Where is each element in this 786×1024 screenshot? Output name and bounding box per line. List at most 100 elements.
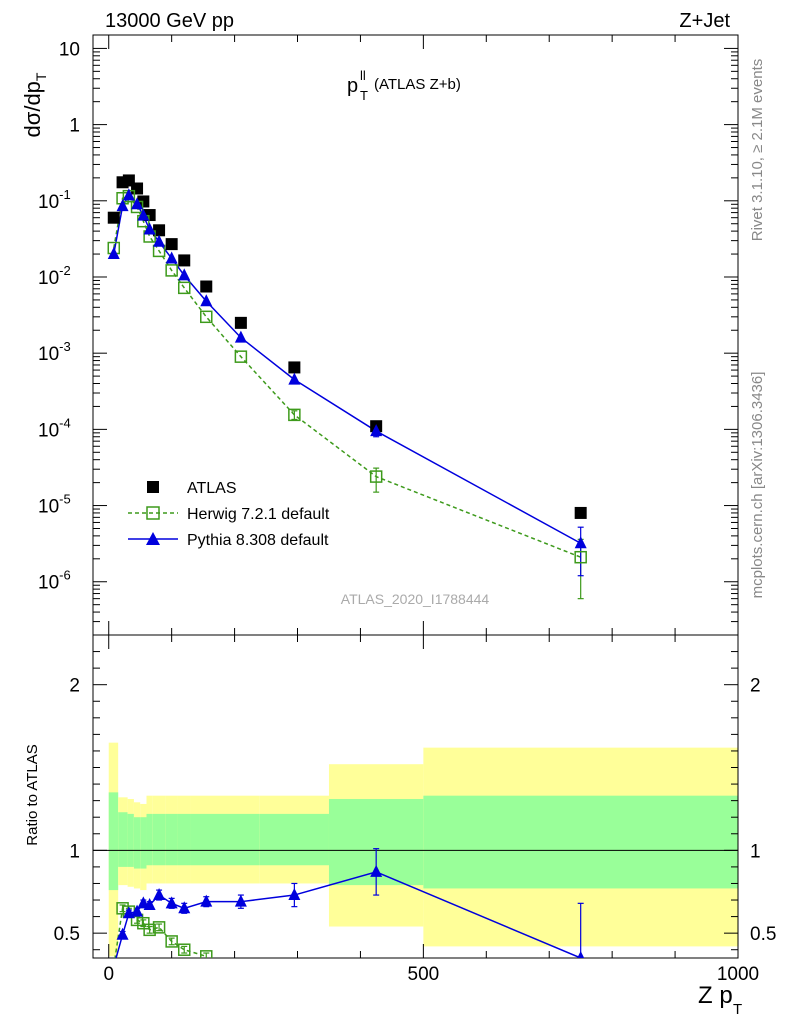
legend-atlas-marker bbox=[147, 481, 159, 493]
ratio-band-inner bbox=[152, 813, 166, 866]
watermark: ATLAS_2020_I1788444 bbox=[341, 591, 490, 607]
ratio-band-inner bbox=[190, 813, 222, 866]
ratio-xtick-label: 500 bbox=[408, 964, 440, 985]
ratio-series-group bbox=[114, 848, 585, 958]
legend-herwig-label: Herwig 7.2.1 default bbox=[187, 506, 330, 523]
ratio-pythia-point bbox=[288, 888, 301, 901]
ratio-band-inner bbox=[146, 813, 153, 866]
plot-title-rest: (ATLAS Z+b) bbox=[374, 76, 461, 93]
main-ytick-label: 10 bbox=[59, 39, 80, 60]
ratio-xtick-label: 1000 bbox=[717, 964, 759, 985]
ratio-herwig-point bbox=[143, 923, 156, 937]
atlas-point bbox=[288, 361, 301, 374]
main-ytick-label: 10-1 bbox=[38, 187, 71, 213]
main-plot: 10-6 10-5 10-4 10-3 10-2 10-1 1 10 bbox=[38, 34, 739, 636]
ratio-herwig-line bbox=[114, 907, 207, 958]
ratio-pythia-point bbox=[370, 864, 383, 877]
ratio-band-inner bbox=[222, 813, 260, 866]
rivet-label: Rivet 3.1.10, ≥ 2.1M events bbox=[749, 59, 766, 242]
herwig-point bbox=[177, 281, 191, 295]
ratio-pythia-point bbox=[116, 927, 129, 940]
ratio-herwig-point bbox=[137, 916, 150, 930]
herwig-point bbox=[234, 350, 248, 363]
x-axis-title: Z p T bbox=[698, 982, 742, 1018]
ratio-band-inner bbox=[423, 795, 738, 889]
herwig-point bbox=[152, 244, 166, 258]
ratio-ytick-label-right: 0.5 bbox=[750, 924, 776, 945]
ratio-pythia-point bbox=[178, 901, 191, 914]
main-ytick-label: 1 bbox=[69, 116, 80, 137]
ratio-band-inner bbox=[177, 813, 191, 866]
pythia-point bbox=[234, 330, 247, 343]
main-ytick-label: 10-4 bbox=[38, 415, 71, 441]
pythia-point bbox=[288, 372, 301, 385]
plot-title-sup: ll bbox=[360, 68, 366, 83]
main-ytick-label: 10-3 bbox=[38, 339, 71, 365]
main-ylabel: dσ/dpT bbox=[20, 72, 49, 137]
ratio-herwig-point bbox=[200, 950, 213, 958]
atlas-point bbox=[234, 316, 247, 329]
plot-title-sub: T bbox=[360, 88, 368, 103]
ratio-band-inner bbox=[140, 817, 147, 869]
ratio-pythia-point bbox=[165, 896, 178, 909]
ratio-band-inner bbox=[118, 812, 128, 867]
pythia-point bbox=[370, 424, 383, 437]
ratio-pythia-point bbox=[131, 904, 144, 917]
herwig-point bbox=[369, 470, 383, 483]
pythia-point bbox=[153, 234, 166, 247]
pythia-line bbox=[113, 194, 582, 544]
process-label: Z+Jet bbox=[679, 10, 730, 32]
pythia-point bbox=[116, 199, 129, 212]
pythia-point bbox=[165, 251, 178, 264]
mcplots-label: mcplots.cern.ch [arXiv:1306.3436] bbox=[749, 372, 766, 599]
pythia-point bbox=[143, 222, 156, 235]
main-ytick-label: 10-6 bbox=[38, 568, 71, 594]
ratio-pythia-point bbox=[153, 888, 166, 901]
ratio-pythia-point bbox=[200, 894, 213, 907]
ratio-pythia-point bbox=[234, 894, 247, 907]
ratio-band-inner bbox=[165, 813, 178, 866]
ratio-band-inner bbox=[108, 792, 119, 891]
ratio-frame bbox=[92, 634, 739, 959]
herwig-point bbox=[574, 550, 587, 564]
ratio-herwig-point bbox=[177, 943, 191, 956]
ratio-band-inner bbox=[133, 817, 141, 869]
legend-herwig-marker bbox=[146, 506, 160, 520]
ratio-ytick-label: 1 bbox=[69, 841, 80, 862]
legend-pythia-marker bbox=[146, 532, 160, 545]
atlas-point bbox=[153, 224, 166, 237]
pythia-point bbox=[137, 208, 150, 221]
ratio-pythia-point bbox=[577, 951, 585, 958]
pythia-point bbox=[131, 197, 144, 210]
svg-text:Z p: Z p bbox=[698, 982, 733, 1009]
herwig-point bbox=[288, 408, 301, 422]
legend-atlas-label: ATLAS bbox=[187, 480, 237, 497]
plot-title-main: p bbox=[347, 75, 358, 97]
ratio-pythia-point bbox=[143, 897, 156, 910]
legend: ATLAS Herwig 7.2.1 default Pythia 8.308 … bbox=[128, 480, 330, 549]
atlas-point bbox=[122, 174, 135, 187]
ratio-ytick-label-right: 2 bbox=[750, 676, 761, 697]
herwig-point bbox=[200, 310, 213, 324]
atlas-point bbox=[178, 254, 191, 267]
ratio-band-inner bbox=[259, 813, 329, 866]
herwig-point bbox=[165, 264, 178, 277]
svg-text:dσ/dpT: dσ/dpT bbox=[20, 72, 49, 137]
ratio-herwig-point bbox=[165, 935, 178, 948]
main-ytick-label: 10-2 bbox=[38, 263, 71, 289]
herwig-line bbox=[113, 195, 581, 558]
ratio-band-inner bbox=[127, 813, 134, 867]
pythia-point bbox=[107, 247, 120, 260]
atlas-point bbox=[200, 280, 213, 293]
atlas-point bbox=[165, 238, 178, 251]
ratio-ytick-label: 0.5 bbox=[54, 924, 80, 945]
legend-pythia-label: Pythia 8.308 default bbox=[187, 532, 329, 549]
ratio-ylabel: Ratio to ATLAS bbox=[24, 744, 41, 845]
pythia-point bbox=[574, 536, 587, 549]
energy-label: 13000 GeV pp bbox=[105, 10, 234, 32]
main-ytick-label: 10-5 bbox=[38, 492, 71, 518]
svg-text:T: T bbox=[733, 1001, 742, 1018]
ratio-plot: 0 500 1000 0.5 0.5 1 1 2 2 bbox=[54, 634, 776, 985]
atlas-point bbox=[107, 211, 120, 224]
